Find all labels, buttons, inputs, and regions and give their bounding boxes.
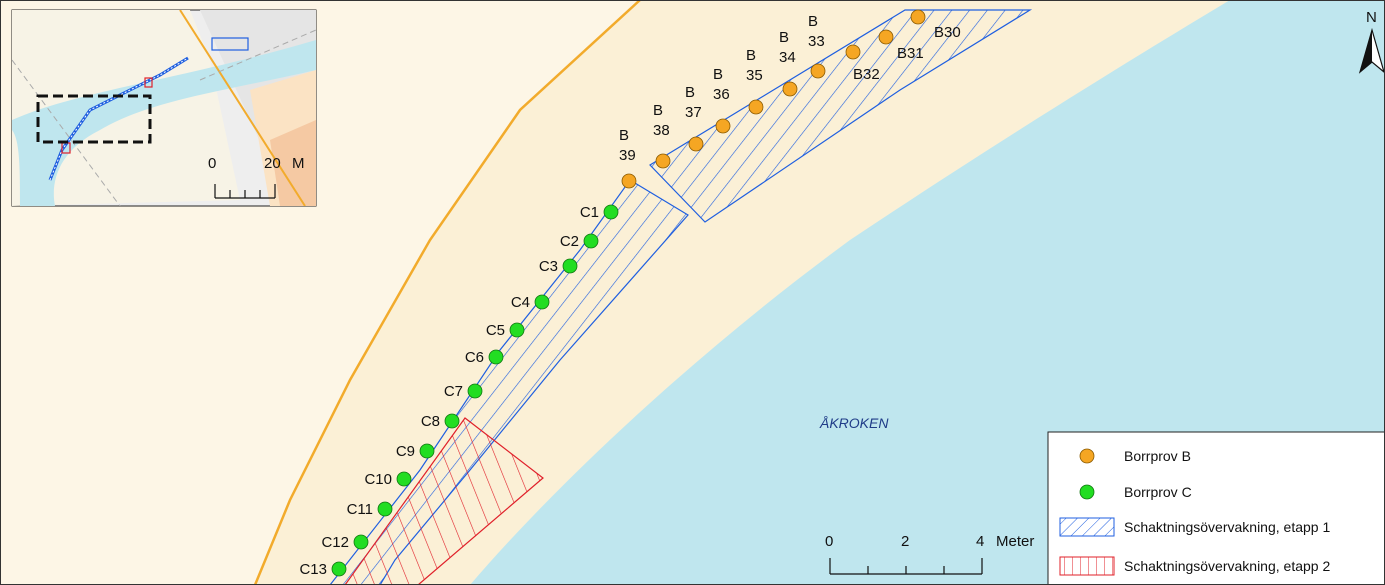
borrprov-c-point-c12 [353, 534, 369, 550]
borrprov-c-point-c13 [331, 561, 347, 577]
borrprov-b-point-b35 [748, 99, 764, 115]
borrprov-c-label-c3: C3 [539, 258, 558, 275]
borrprov-b-label-b38: 38 [653, 122, 670, 139]
borrprov-b-label-b39: 39 [619, 147, 636, 164]
etapp1-area-upper [649, 9, 1033, 223]
north-label: N [1366, 9, 1377, 26]
legend-etapp2-symbol [1059, 556, 1115, 576]
borrprov-b-point-b38 [655, 153, 671, 169]
borrprov-b-point-b34 [782, 81, 798, 97]
scale-tick-2: 2 [901, 533, 909, 550]
scale-tick-0: 0 [825, 533, 833, 550]
borrprov-b-label-b35: B [746, 47, 756, 64]
legend-borrprov-c-symbol [1079, 484, 1095, 500]
borrprov-b-label-b34: B [779, 29, 789, 46]
borrprov-b-point-b37 [688, 136, 704, 152]
borrprov-b-point-b39 [621, 173, 637, 189]
borrprov-c-label-c4: C4 [511, 294, 530, 311]
borrprov-b-label-b31: B31 [897, 45, 924, 62]
borrprov-c-label-c2: C2 [560, 233, 579, 250]
borrprov-c-point-c5 [509, 322, 525, 338]
legend-borrprov-b-symbol [1079, 448, 1095, 464]
borrprov-c-label-c7: C7 [444, 383, 463, 400]
borrprov-c-point-c11 [377, 501, 393, 517]
borrprov-b-label-b35: 35 [746, 67, 763, 84]
borrprov-b-label-b32: B32 [853, 66, 880, 83]
scale-bar: 0 2 4 Meter [825, 533, 1034, 575]
borrprov-c-point-c8 [444, 413, 460, 429]
borrprov-c-point-c7 [467, 383, 483, 399]
borrprov-b-point-b33 [810, 63, 826, 79]
water-label: ÅKROKEN [819, 415, 889, 431]
borrprov-c-point-c9 [419, 443, 435, 459]
inset-map: 0 20 M [11, 9, 317, 207]
legend-label-etapp1: Schaktningsövervakning, etapp 1 [1124, 519, 1330, 535]
north-arrow: N [1358, 9, 1385, 74]
borrprov-c-point-c4 [534, 294, 550, 310]
borrprov-b-label-b34: 34 [779, 49, 796, 66]
borrprov-b-label-b38: B [653, 102, 663, 119]
borrprov-b-label-b37: 37 [685, 104, 702, 121]
borrprov-b-label-b36: B [713, 66, 723, 83]
inset-scale-tick-20: 20 [264, 155, 281, 172]
borrprov-c-label-c13: C13 [299, 561, 327, 578]
borrprov-c-label-c11: C11 [347, 501, 373, 518]
borrprov-b-label-b33: B [808, 13, 818, 30]
borrprov-b-point-b30 [910, 9, 926, 25]
inset-scale-bar: 0 20 M [208, 155, 305, 199]
borrprov-b-point-b31 [878, 29, 894, 45]
scale-unit: Meter [996, 533, 1034, 550]
inset-scale-tick-0: 0 [208, 155, 216, 172]
borrprov-c-label-c1: C1 [580, 204, 599, 221]
borrprov-c-point-c1 [603, 204, 619, 220]
road-line [253, 0, 641, 585]
borrprov-b-points: B30 B31 B32 B 33 B 34 B 35 B 36 B 37 B 38 B 39 [619, 9, 961, 189]
borrprov-c-label-c10: C10 [364, 471, 392, 488]
legend-label-borrprov-c: Borrprov C [1124, 484, 1192, 500]
borrprov-b-label-b37: B [685, 84, 695, 101]
legend-label-borrprov-b: Borrprov B [1124, 448, 1191, 464]
borrprov-b-label-b30: B30 [934, 24, 961, 41]
borrprov-c-label-c12: C12 [321, 534, 349, 551]
inset-scale-unit: M [292, 155, 305, 172]
borrprov-c-label-c8: C8 [421, 413, 440, 430]
borrprov-b-label-b39: B [619, 127, 629, 144]
borrprov-b-label-b33: 33 [808, 33, 825, 50]
borrprov-c-point-c6 [488, 349, 504, 365]
borrprov-c-point-c10 [396, 471, 412, 487]
borrprov-b-point-b36 [715, 118, 731, 134]
scale-tick-4: 4 [976, 533, 984, 550]
borrprov-b-label-b36: 36 [713, 86, 730, 103]
borrprov-c-label-c9: C9 [396, 443, 415, 460]
borrprov-b-point-b32 [845, 44, 861, 60]
legend-label-etapp2: Schaktningsövervakning, etapp 2 [1124, 558, 1330, 574]
borrprov-c-label-c5: C5 [486, 322, 505, 339]
borrprov-c-label-c6: C6 [465, 349, 484, 366]
legend-etapp1-symbol [1059, 517, 1115, 537]
etapp2-area [344, 417, 544, 585]
borrprov-c-point-c3 [562, 258, 578, 274]
legend: Borrprov B Borrprov C Schaktningsövervak… [1047, 431, 1385, 585]
borrprov-c-point-c2 [583, 233, 599, 249]
